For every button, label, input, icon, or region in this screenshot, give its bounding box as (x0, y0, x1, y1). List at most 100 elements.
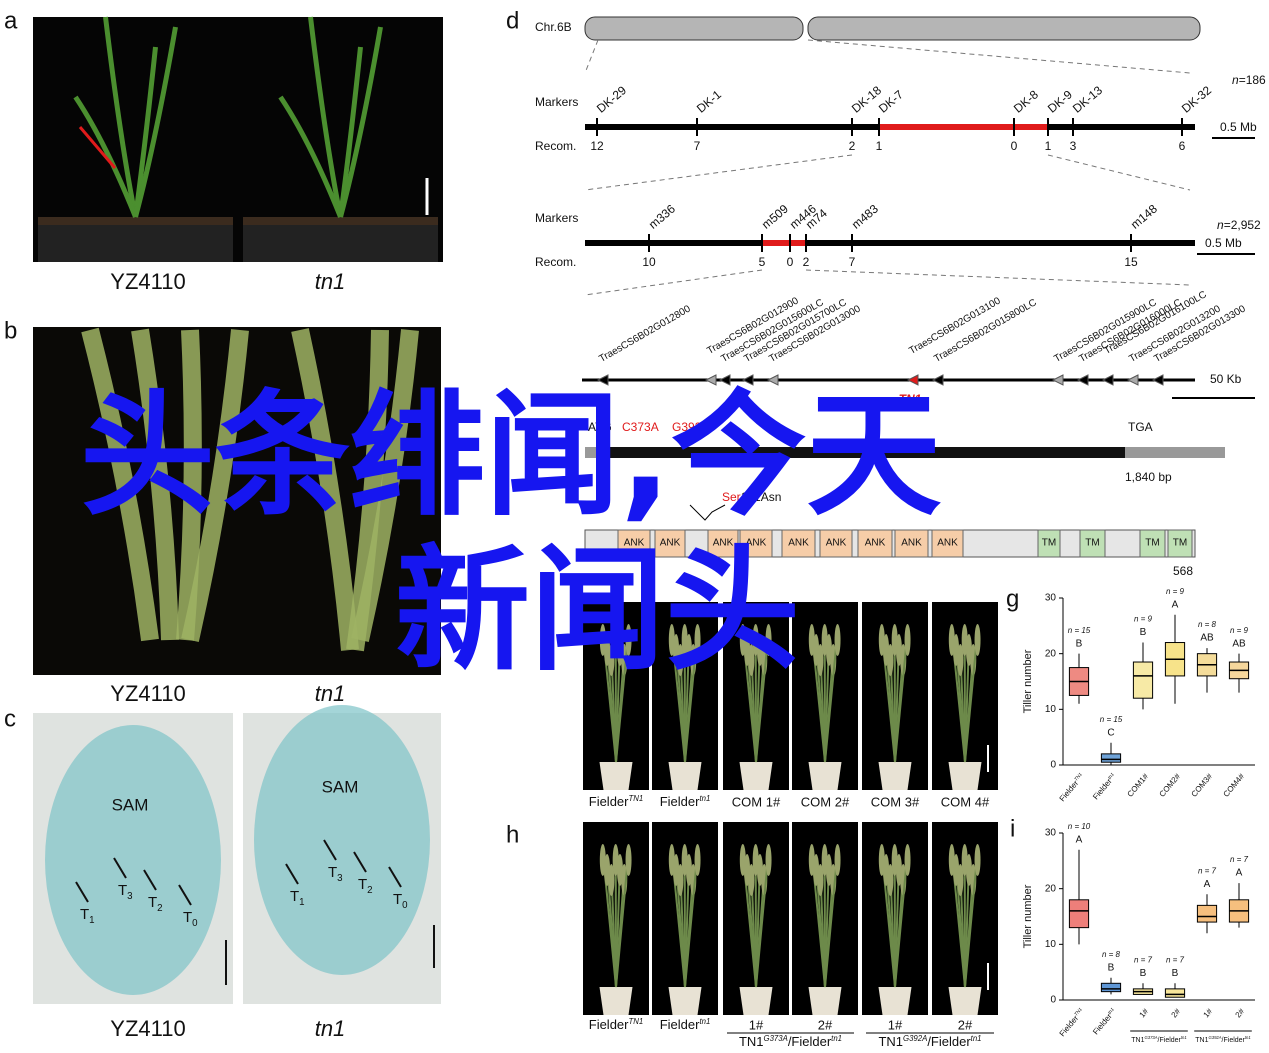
marker-name: DK-29 (594, 83, 629, 116)
stem (176, 329, 202, 641)
recom-count: 2 (803, 255, 810, 269)
domain (1139, 529, 1166, 558)
zoom-line (584, 39, 599, 74)
tissue (254, 705, 430, 975)
box (1164, 988, 1186, 998)
caption: 1# (888, 1017, 903, 1032)
gene (931, 374, 944, 386)
mutation: Ser131Asn (722, 490, 781, 504)
text-part: 3 (337, 873, 342, 884)
chromosome (584, 16, 804, 41)
tissue-label: SAM (322, 777, 359, 796)
text-part: G373A (764, 1034, 788, 1043)
leaf (103, 16, 138, 218)
stem (894, 851, 909, 988)
recom-count: 15 (1124, 255, 1138, 269)
text-part: T (118, 882, 127, 899)
text-part: 2 (157, 903, 162, 914)
panel-label: c (4, 705, 16, 732)
position: 1 (596, 470, 603, 484)
marker-name: m509 (759, 201, 791, 231)
group-label: TN1G392A/Fieldertn1 (878, 1034, 981, 1050)
panel-label: h (506, 821, 519, 848)
n-label: n = 7 (1198, 866, 1217, 875)
recom-count: 0 (1011, 139, 1018, 153)
panel-label: f (506, 585, 513, 612)
letter: A (1172, 599, 1179, 610)
letter: C (1107, 727, 1114, 738)
text-part: 1 (299, 897, 304, 908)
spike (887, 644, 894, 676)
stem (755, 631, 770, 763)
recom-count: 1 (1045, 139, 1052, 153)
y-tick-label: 20 (1045, 883, 1057, 894)
length: 568 (1173, 564, 1193, 578)
text-part: 1 (89, 915, 94, 926)
caption: Fieldertn1 (660, 1017, 711, 1033)
arrow-label: T3 (118, 882, 133, 902)
pot (808, 762, 842, 790)
spike (608, 644, 615, 676)
spike (904, 624, 911, 656)
recom-count: 7 (694, 139, 701, 153)
text-part: tn1 (699, 1017, 710, 1026)
letter: AB (1232, 638, 1246, 649)
spike (957, 864, 964, 896)
stem (615, 851, 630, 988)
text-part: tn1 (831, 1034, 842, 1043)
text-part: n (1217, 218, 1224, 232)
marker-name: DK-9 (1045, 87, 1075, 116)
panel-label: d (506, 7, 519, 34)
domain-label: ANK (746, 538, 767, 549)
zoom-line (807, 39, 1191, 74)
domain (739, 529, 773, 558)
box (1132, 661, 1154, 699)
text-part: TN1 (1073, 1006, 1084, 1017)
scale-label: 0.5 Mb (1205, 236, 1242, 250)
letter: AB (1200, 633, 1214, 644)
gene (1101, 374, 1114, 386)
text-part: T (358, 876, 367, 893)
stem (894, 631, 909, 763)
leaf (308, 16, 343, 218)
stem (615, 631, 630, 763)
arrow (143, 869, 157, 891)
population-size: n=2,952 (1217, 218, 1261, 232)
domain (894, 529, 929, 558)
gene (596, 374, 609, 386)
codon: ATG (588, 420, 612, 434)
text-part: T (148, 894, 157, 911)
soil (243, 217, 438, 225)
domain-label: ANK (713, 538, 734, 549)
spike (834, 844, 841, 876)
gene (704, 374, 717, 386)
leaf (338, 26, 383, 218)
arrow (178, 884, 192, 906)
caption: tn1 (315, 681, 346, 706)
cds (600, 447, 1125, 458)
zoom-line (1047, 154, 1191, 191)
text-part: TN1 (629, 1017, 644, 1026)
letter: A (1204, 879, 1211, 890)
text-part: 131Asn (741, 490, 782, 504)
pot (739, 987, 773, 1015)
tissue-label: SAM (112, 795, 149, 814)
text-part: Fielder (589, 1017, 629, 1032)
pot (948, 987, 982, 1015)
letter: A (1076, 834, 1083, 845)
text-part: =2,952 (1224, 218, 1261, 232)
stem (755, 851, 770, 988)
domain (1079, 529, 1106, 558)
y-tick-label: 20 (1045, 648, 1057, 659)
panel-label: b (4, 317, 17, 344)
row-label: Recom. (535, 139, 576, 153)
spike (765, 624, 772, 656)
y-tick-label: 10 (1045, 704, 1057, 715)
caption: tn1 (315, 1016, 346, 1041)
text-part: TN1 (629, 794, 644, 803)
x-tick-label: COM2# (1158, 771, 1183, 798)
population-size: n=186 (1232, 73, 1266, 87)
domain-label: ANK (901, 538, 922, 549)
arrow-label: T3 (328, 864, 343, 884)
domain-label: ANK (624, 538, 645, 549)
